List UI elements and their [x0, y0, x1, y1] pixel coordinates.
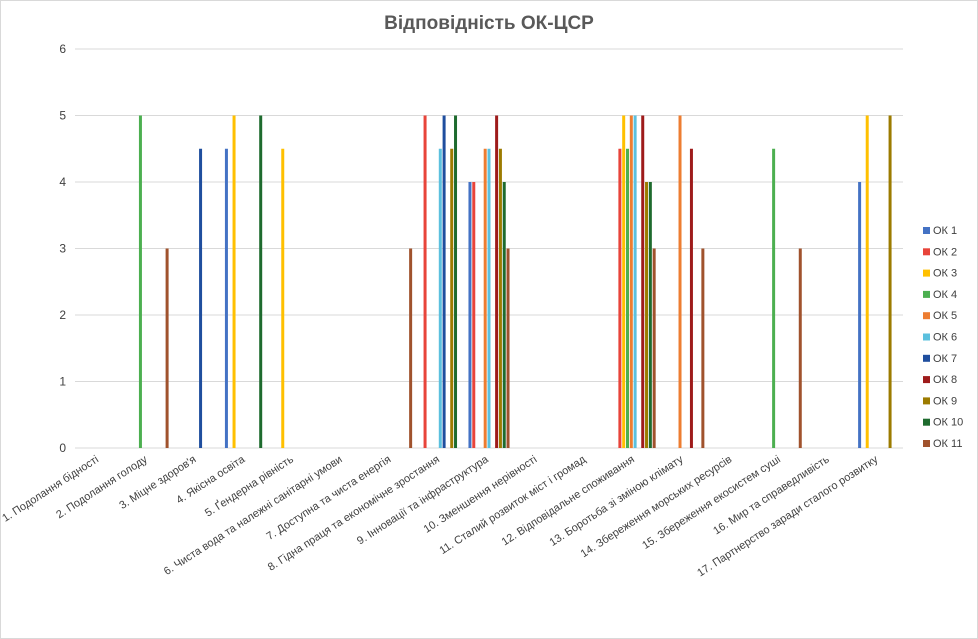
bar-ок-10	[259, 115, 263, 448]
bar-ок-10	[502, 182, 506, 448]
bar-ок-3	[622, 115, 626, 448]
legend: ОК 1 ОК 2 ОК 3 ОК 4 ОК 5 ОК 6 ОК 7 ОК 8 ОК 9 ОК 1…	[923, 225, 963, 450]
bar-ок-10	[648, 182, 652, 448]
legend-label: ОК 3	[933, 268, 957, 280]
legend-label: ОК 2	[933, 246, 957, 258]
bar-ок-11	[798, 248, 802, 448]
bar-ок-9	[450, 148, 454, 448]
bar-ок-1	[224, 148, 228, 448]
y-axis-ticks: 0 1 2 3 4 5 6	[59, 42, 66, 455]
legend-swatch	[923, 227, 930, 234]
bar-ок-11	[506, 248, 510, 448]
bar-ок-5	[483, 148, 487, 448]
x-tick-label: 8. Гідна праця та економічне зростання	[266, 453, 442, 573]
x-tick-label: 2. Подолання голоду	[54, 453, 150, 521]
bar-ок-3	[865, 115, 869, 448]
legend-swatch	[923, 269, 930, 277]
y-tick-label: 3	[59, 242, 66, 256]
y-tick-label: 4	[59, 175, 66, 189]
bar-ок-9	[888, 115, 892, 448]
y-tick-label: 5	[59, 109, 66, 123]
bar-ок-3	[281, 148, 285, 448]
legend-swatch	[923, 333, 930, 341]
bar-ок-6	[487, 148, 491, 448]
legend-label: ОК 10	[933, 417, 963, 429]
chart-title: Відповідність ОК-ЦСР	[384, 13, 594, 34]
bar-ок-8	[641, 115, 645, 448]
bar-ок-4	[626, 148, 629, 448]
legend-swatch	[923, 397, 930, 405]
bar-ок-3	[232, 115, 236, 448]
legend-swatch	[923, 312, 930, 320]
bar-ок-6	[633, 115, 637, 448]
bar-ок-9	[498, 148, 502, 448]
bar-ок-4	[772, 148, 776, 448]
bar-ок-7	[199, 148, 203, 448]
legend-label: ОК 1	[933, 225, 957, 237]
bar-ок-4	[138, 115, 142, 448]
y-tick-label: 2	[59, 308, 66, 322]
bar-ок-11	[409, 248, 413, 448]
legend-label: ОК 7	[933, 353, 957, 365]
legend-label: ОК 8	[933, 374, 957, 386]
y-tick-label: 1	[59, 375, 66, 389]
x-tick-label: 5. Ґендерна рівність	[202, 452, 296, 519]
bars	[138, 115, 892, 448]
legend-label: ОК 11	[933, 438, 962, 450]
legend-swatch	[923, 418, 930, 426]
bar-ок-5	[629, 115, 633, 448]
bar-ок-1	[858, 182, 862, 448]
bar-ок-6	[438, 148, 442, 448]
bar-ок-8	[495, 115, 499, 448]
x-tick-label: 17. Партнерство заради сталого розвитку	[695, 453, 880, 579]
bar-ок-8	[689, 148, 693, 448]
legend-label: ОК 6	[933, 332, 957, 344]
bar-ок-7	[442, 115, 446, 448]
legend-swatch	[923, 248, 930, 256]
legend-label: ОК 4	[933, 289, 957, 301]
legend-swatch	[923, 440, 930, 447]
bar-ок-11	[165, 248, 169, 448]
x-tick-label: 1. Подолання бідності	[1, 453, 101, 524]
bar-ок-2	[618, 148, 622, 448]
x-tick-label: 6. Чиста вода та належні санітарні умови	[162, 453, 345, 577]
bar-ок-11	[701, 248, 705, 448]
bar-ок-9	[645, 182, 649, 448]
legend-label: ОК 9	[933, 395, 957, 407]
bar-ок-5	[678, 115, 682, 448]
bar-ок-2	[472, 182, 476, 448]
legend-swatch	[923, 354, 930, 362]
bar-ок-10	[454, 115, 458, 448]
bar-ок-2	[423, 115, 427, 448]
bar-ок-1	[468, 182, 472, 448]
y-tick-label: 6	[59, 42, 66, 56]
legend-swatch	[923, 290, 930, 298]
legend-label: ОК 5	[933, 310, 957, 322]
legend-swatch	[923, 376, 930, 384]
bar-ок-11	[652, 248, 656, 448]
y-tick-label: 0	[59, 441, 66, 455]
